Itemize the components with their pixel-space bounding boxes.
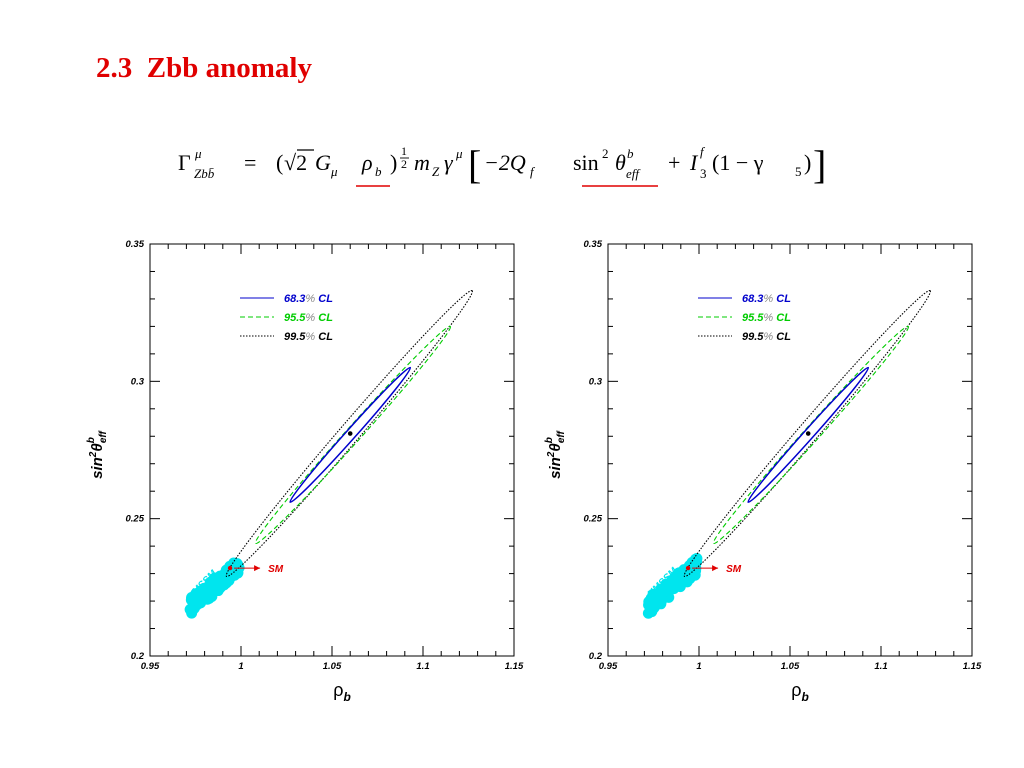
sm-point [685, 565, 691, 571]
eq-tail-sub: 5 [795, 164, 802, 179]
model-point [691, 552, 703, 564]
model-scan-points [642, 552, 703, 619]
x-axis-label: ρb [333, 680, 351, 704]
legend-entry: 68.3% CL [742, 293, 791, 305]
x-tick-label: 1.1 [416, 661, 429, 672]
sm-label: SM [268, 564, 284, 575]
y-tick-label: 0.3 [131, 376, 145, 387]
eq-rho: ρ [361, 150, 373, 175]
legend-entry: 99.5% CL [742, 331, 791, 343]
eq-theta-sup: b [627, 146, 634, 161]
equation: Γ μ Zbb̄ = ( √2 G μ ρ b ) 1 2 m Z γ μ [ … [178, 142, 826, 187]
eq-sqrt: √2 [284, 150, 307, 175]
eq-theta-sub: eff [626, 166, 641, 181]
model-point [191, 595, 203, 607]
sm-arrow-head [254, 565, 261, 572]
x-tick-label: 1 [238, 661, 243, 672]
eq-gamma-sup: μ [194, 146, 202, 161]
legend-entry: 99.5% CL [284, 331, 333, 343]
contour-cl-95-5 [254, 325, 452, 545]
model-point [676, 572, 688, 584]
y-axis-label: sin2θbeff [544, 429, 567, 478]
eq-i-sup: f [700, 144, 706, 159]
eq-theta: θ [615, 150, 626, 175]
y-tick-label: 0.35 [584, 239, 603, 250]
eq-sin-sup: 2 [602, 146, 609, 161]
eq-tail-close: ) [804, 150, 811, 175]
model-point [205, 576, 217, 588]
y-tick-label: 0.35 [126, 239, 145, 250]
best-fit-point [347, 431, 353, 436]
contour-cl-68-3 [747, 366, 870, 504]
eq-g: G [315, 150, 331, 175]
contour-cl-99-5 [683, 289, 931, 578]
model-point [657, 585, 669, 597]
eq-g-sub: μ [330, 164, 338, 179]
eq-sin: sin [573, 150, 599, 175]
model-point [668, 583, 680, 595]
sm-label: SM [726, 564, 742, 575]
x-tick-label: 1.1 [874, 661, 887, 672]
y-tick-label: 0.25 [584, 514, 603, 525]
eq-equals: = [244, 150, 256, 175]
x-tick-label: 0.95 [599, 661, 618, 672]
eq-i: I [689, 150, 699, 175]
x-tick-label: 1.15 [963, 661, 982, 672]
eq-close-paren: ) [390, 150, 397, 175]
x-axis-label: ρb [791, 680, 809, 704]
model-point [203, 592, 215, 604]
eq-rho-sub: b [375, 164, 382, 179]
legend-entry: 95.5% CL [742, 312, 791, 324]
y-tick-label: 0.2 [589, 651, 603, 662]
eq-open-paren: ( [276, 150, 283, 175]
contour-cl-95-5 [712, 325, 910, 545]
x-tick-label: 1.05 [323, 661, 342, 672]
y-tick-label: 0.25 [126, 514, 145, 525]
eq-mz: m [414, 150, 430, 175]
contour-cl-99-5 [225, 289, 473, 578]
eq-term1: −2Q [484, 150, 526, 175]
x-tick-label: 0.95 [141, 661, 160, 672]
eq-tail: (1 − γ [712, 150, 764, 175]
eq-plus: + [668, 150, 680, 175]
sm-arrow-head [712, 565, 719, 572]
model-scan-points [184, 557, 245, 619]
legend-entry: 95.5% CL [284, 312, 333, 324]
eq-mz-sub: Z [432, 164, 440, 179]
y-axis-label: sin2θbeff [86, 429, 109, 478]
eq-i-sub: 3 [700, 166, 707, 181]
y-tick-label: 0.3 [589, 376, 603, 387]
eq-gamma-mu-sup: μ [455, 146, 463, 161]
best-fit-point [805, 431, 811, 436]
legend-entry: 68.3% CL [284, 293, 333, 305]
y-tick-label: 0.2 [131, 651, 145, 662]
eq-exp-num: 1 [401, 144, 407, 158]
model-point [649, 593, 661, 605]
eq-gamma-mu: γ [444, 150, 454, 175]
eq-gamma-sub: Zbb̄ [194, 166, 215, 181]
sm-point [227, 565, 233, 571]
x-tick-label: 1.15 [505, 661, 524, 672]
model-point [215, 581, 227, 593]
model-point [184, 603, 196, 615]
eq-gamma: Γ [178, 150, 191, 175]
x-tick-label: 1.05 [781, 661, 800, 672]
eq-term1-sub: f [530, 164, 536, 179]
chart-left: 0.95 1 1.05 1.1 1.15 0.2 0.25 0.3 0.35 ρb sin2θbef… [86, 239, 524, 704]
eq-right-bracket: ] [813, 142, 826, 187]
model-point [690, 565, 702, 577]
eq-left-bracket: [ [468, 142, 481, 187]
eq-exp-den: 2 [401, 157, 407, 171]
x-tick-label: 1 [696, 661, 701, 672]
contour-cl-68-3 [289, 366, 412, 504]
slide-title: 2.3 Zbb anomaly [96, 52, 312, 84]
chart-right: 0.95 1 1.05 1.1 1.15 0.2 0.25 0.3 0.35 ρb sin2θbef… [544, 239, 982, 704]
